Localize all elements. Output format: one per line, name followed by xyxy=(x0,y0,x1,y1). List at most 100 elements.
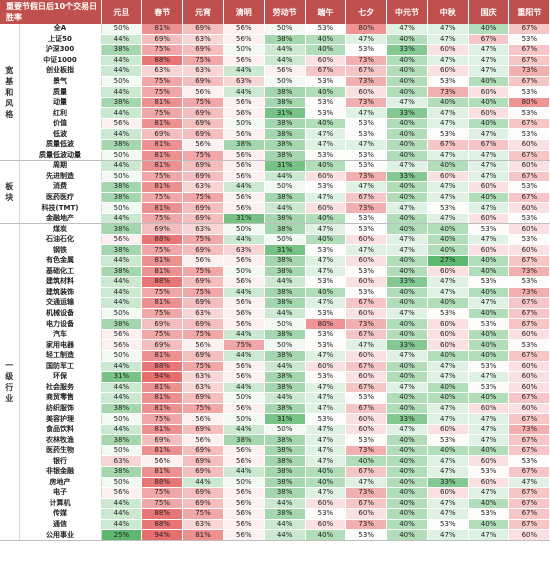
value-cell: 88% xyxy=(141,361,184,373)
value-cell: 38% xyxy=(101,44,143,56)
value-cell: 75% xyxy=(182,403,224,415)
row-label: 消费 xyxy=(19,181,102,193)
value-cell: 47% xyxy=(508,477,550,489)
value-cell: 60% xyxy=(468,477,510,489)
value-cell: 56% xyxy=(141,455,184,467)
value-cell: 60% xyxy=(427,65,469,77)
group-label-text: 板块 xyxy=(5,182,14,203)
value-cell: 47% xyxy=(305,350,347,362)
table-row: 医药生物 50% 81% 69% 56% 38% 47% 73% 40% 40% 40% 67% xyxy=(0,445,550,457)
value-cell: 56% xyxy=(101,329,143,341)
value-cell: 53% xyxy=(468,223,510,235)
value-cell: 69% xyxy=(141,223,184,235)
value-cell: 50% xyxy=(264,181,306,193)
value-cell: 60% xyxy=(345,424,388,436)
row-label: 公用事业 xyxy=(19,529,102,541)
value-cell: 47% xyxy=(468,55,510,67)
value-cell: 44% xyxy=(101,55,143,67)
value-cell: 40% xyxy=(427,445,469,457)
column-header: 元宵 xyxy=(182,0,224,24)
value-cell: 38% xyxy=(101,192,143,204)
value-cell: 40% xyxy=(468,24,510,35)
value-cell: 73% xyxy=(345,171,388,183)
win-rate-table: 重要节假日后10个交易日 胜率 元旦 春节 元宵 清明 劳动节 端午 七夕 中元节 中秋 国庆 重阳… xyxy=(0,0,550,541)
value-cell: 56% xyxy=(223,276,265,288)
table-row: 银行 63% 56% 69% 56% 38% 47% 40% 40% 47% 60% 53% xyxy=(0,455,550,467)
value-cell: 88% xyxy=(141,477,184,489)
value-cell: 44% xyxy=(264,276,306,288)
value-cell: 47% xyxy=(427,107,469,119)
value-cell: 44% xyxy=(223,287,265,299)
value-cell: 53% xyxy=(345,150,388,162)
value-cell: 47% xyxy=(468,65,510,77)
value-cell: 67% xyxy=(508,118,550,130)
value-cell: 38% xyxy=(264,350,306,362)
value-cell: 50% xyxy=(101,202,143,214)
row-label: 房地产 xyxy=(19,477,102,489)
value-cell: 60% xyxy=(345,413,388,425)
value-cell: 80% xyxy=(508,97,550,109)
value-cell: 44% xyxy=(223,234,265,246)
value-cell: 53% xyxy=(468,318,510,330)
value-cell: 40% xyxy=(386,455,428,467)
value-cell: 50% xyxy=(264,76,306,88)
value-cell: 67% xyxy=(345,361,388,373)
value-cell: 60% xyxy=(427,339,469,351)
value-cell: 50% xyxy=(101,24,143,35)
value-cell: 44% xyxy=(264,361,306,373)
column-header: 七夕 xyxy=(345,0,388,24)
value-cell: 67% xyxy=(345,498,388,510)
value-cell: 69% xyxy=(182,297,224,309)
value-cell: 50% xyxy=(223,392,265,404)
value-cell: 81% xyxy=(141,403,184,415)
value-cell: 56% xyxy=(223,403,265,415)
value-cell: 69% xyxy=(182,350,224,362)
row-label: 中证1000 xyxy=(19,55,102,67)
table-row: 景气 50% 75% 69% 63% 50% 53% 73% 40% 53% 40% 67% xyxy=(0,76,550,88)
value-cell: 44% xyxy=(101,276,143,288)
value-cell: 75% xyxy=(182,287,224,299)
value-cell: 53% xyxy=(345,44,388,56)
value-cell: 75% xyxy=(182,192,224,204)
value-cell: 38% xyxy=(264,213,306,225)
value-cell: 81% xyxy=(141,24,184,35)
value-cell: 40% xyxy=(386,508,428,520)
value-cell: 40% xyxy=(468,350,510,362)
value-cell: 67% xyxy=(508,76,550,88)
group-label: 一级行业 xyxy=(0,223,20,541)
value-cell: 47% xyxy=(427,192,469,204)
value-cell: 40% xyxy=(468,287,510,299)
value-cell: 53% xyxy=(508,128,550,140)
value-cell: 33% xyxy=(386,171,428,183)
row-label: 煤炭 xyxy=(19,223,102,235)
table-row: 价值 56% 81% 69% 50% 38% 40% 53% 40% 47% 40% 67% xyxy=(0,118,550,130)
corner-subtitle: 胜率 xyxy=(6,13,22,22)
value-cell: 38% xyxy=(264,192,306,204)
table-row: 宽基和风格 全A 50% 81% 69% 56% 50% 53% 80% 47% 47% 40% 67% xyxy=(0,24,550,162)
value-cell: 47% xyxy=(305,266,347,278)
table-row: 质量低波 38% 81% 56% 38% 38% 47% 47% 40% 67% 67% 60% xyxy=(0,139,550,151)
table-row: 家用电器 56% 69% 56% 75% 50% 53% 47% 33% 60% 40% 53% xyxy=(0,339,550,351)
value-cell: 60% xyxy=(305,55,347,67)
value-cell: 67% xyxy=(508,487,550,499)
value-cell: 69% xyxy=(182,498,224,510)
value-cell: 56% xyxy=(182,434,224,446)
value-cell: 44% xyxy=(223,86,265,98)
value-cell: 56% xyxy=(101,118,143,130)
value-cell: 63% xyxy=(223,76,265,88)
column-header: 端午 xyxy=(305,0,347,24)
value-cell: 40% xyxy=(386,297,428,309)
value-cell: 73% xyxy=(345,519,388,531)
table-row: 通信 44% 88% 63% 56% 44% 60% 73% 40% 53% 40% 67% xyxy=(0,519,550,531)
value-cell: 38% xyxy=(264,445,306,457)
value-cell: 44% xyxy=(101,382,143,394)
value-cell: 40% xyxy=(386,445,428,457)
value-cell: 38% xyxy=(101,139,143,151)
value-cell: 40% xyxy=(427,160,469,172)
value-cell: 40% xyxy=(305,529,347,541)
value-cell: 44% xyxy=(101,361,143,373)
value-cell: 56% xyxy=(182,86,224,98)
value-cell: 56% xyxy=(182,255,224,267)
value-cell: 47% xyxy=(427,361,469,373)
value-cell: 44% xyxy=(264,171,306,183)
